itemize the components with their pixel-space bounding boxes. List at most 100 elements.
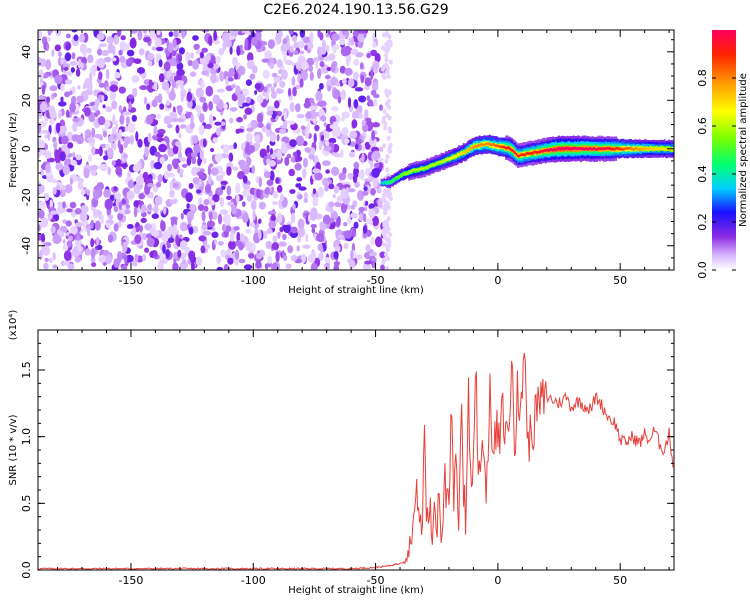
- spectrogram-noise-cell: [98, 254, 107, 263]
- spectrogram-ridge-cell: [380, 181, 383, 184]
- spectrogram-noise-cell: [176, 69, 185, 76]
- spectrogram-noise-cell: [76, 95, 84, 104]
- spectrogram-noise-cell: [310, 262, 318, 270]
- spectrogram-ridge-cell: [603, 147, 606, 151]
- spectrogram-noise-cell: [352, 174, 358, 184]
- spectrogram-noise-cell: [259, 148, 267, 159]
- spectrogram-noise-cell: [279, 193, 284, 202]
- spectrogram-noise-cell: [119, 41, 127, 52]
- colorbar-ticks: 0.0 0.2 0.4 0.6 0.8: [696, 69, 736, 279]
- spectrogram-noise-cell: [298, 227, 306, 238]
- spectrogram-ridge-cell: [660, 147, 663, 150]
- spectrogram-noise-cell: [353, 59, 360, 66]
- spectrogram-noise-cell: [236, 231, 241, 242]
- spectrogram-noise-cell: [269, 170, 275, 182]
- spectrogram-ridge-cell: [539, 150, 541, 154]
- spectrogram-noise-cell: [289, 102, 295, 113]
- spectrogram-noise-cell: [262, 69, 270, 79]
- spectrogram-noise-cell: [347, 188, 356, 193]
- spectrogram-noise-cell: [175, 141, 182, 147]
- spectrogram-noise-cell: [98, 71, 103, 81]
- spectrogram-noise-cell: [272, 235, 278, 242]
- spectrogram-ridge-cell: [417, 168, 419, 172]
- spectrogram-ridge-cell: [584, 147, 587, 151]
- spectrogram-ridge-cell: [641, 148, 644, 151]
- spectrogram-noise-cell: [276, 184, 283, 193]
- spectrogram-noise-cell: [235, 182, 241, 194]
- spectrogram-noise-cell: [258, 218, 262, 224]
- spectrogram-x-ticks: -150 -100 -50 0 50: [57, 30, 670, 287]
- spectrogram-noise-cell: [340, 89, 346, 101]
- spectrogram-noise-cell: [295, 60, 302, 70]
- spectrogram-noise-cell: [251, 165, 256, 174]
- spectrogram-noise-cell: [122, 111, 131, 116]
- spectrogram-noise-cell: [69, 90, 73, 95]
- spectrogram-noise-cell: [239, 234, 245, 242]
- spectrogram-noise-cell: [167, 163, 172, 172]
- spectrogram-ridge-cell: [468, 148, 471, 151]
- spectrogram-noise-cell: [263, 86, 268, 93]
- spectrogram-noise-cell: [284, 156, 290, 166]
- spectrogram-noise-cell: [269, 148, 274, 155]
- spectrogram-noise-cell: [159, 156, 165, 165]
- spectrogram-noise-cell: [269, 131, 276, 143]
- spectrogram-noise-cell: [94, 220, 101, 231]
- spectrogram-noise-cell: [290, 212, 296, 223]
- spectrogram-noise-cell: [120, 35, 126, 41]
- spectrogram-noise-cell: [192, 59, 200, 70]
- y-tick-label: 1.0: [20, 428, 33, 446]
- spectrogram-noise-cell: [297, 235, 301, 243]
- spectrogram-noise-cell: [91, 127, 96, 138]
- spectrogram-ridge-cell: [556, 147, 559, 151]
- spectrogram-noise-cell: [195, 256, 203, 266]
- spectrogram-noise-cell: [384, 53, 389, 58]
- spectrogram-ridge-cell: [519, 153, 522, 157]
- spectrogram-noise-cell: [319, 82, 324, 90]
- spectrogram-noise-cell: [216, 255, 222, 264]
- spectrogram-noise-cell: [359, 62, 364, 70]
- spectrogram-noise-cell: [276, 134, 280, 142]
- spectrogram-noise-cell: [388, 196, 393, 202]
- spectrogram-noise-cell: [96, 33, 105, 41]
- spectrogram-noise-cell: [208, 101, 214, 111]
- spectrogram-noise-cell: [103, 56, 112, 63]
- spectrogram-noise-cell: [57, 51, 62, 58]
- spectrogram-noise-cell: [138, 48, 145, 56]
- spectrogram-ridge-cell: [401, 173, 403, 176]
- spectrogram-noise-cell: [157, 260, 164, 270]
- spectrogram-noise-cell: [256, 141, 261, 150]
- spectrogram-ridge-cell: [583, 147, 585, 151]
- spectrogram-noise-cell: [258, 177, 262, 188]
- spectrogram-noise-cell: [383, 125, 388, 131]
- spectrogram-noise-cell: [350, 212, 358, 219]
- spectrogram-noise-cell: [80, 205, 89, 214]
- spectrogram-noise-cell: [385, 92, 390, 98]
- spectrogram-noise-cell: [107, 234, 114, 243]
- spectrogram-noise-cell: [268, 220, 277, 229]
- spectrogram-ridge-cell: [585, 147, 588, 150]
- spectrogram-ridge-cell: [566, 146, 569, 150]
- spectrogram-noise-cell: [334, 245, 341, 253]
- spectrogram-ridge-cell: [647, 147, 650, 151]
- spectrogram-noise-cell: [221, 171, 225, 177]
- spectrogram-noise-cell: [246, 59, 255, 70]
- spectrogram-noise-cell: [277, 231, 281, 239]
- spectrogram-noise-cell: [371, 122, 380, 128]
- spectrogram-noise-cell: [125, 254, 134, 263]
- spectrogram-noise-cell: [246, 52, 254, 63]
- spectrogram-ridge-cell: [474, 144, 477, 148]
- spectrogram-noise-cell: [383, 47, 387, 52]
- spectrogram-noise-cell: [134, 253, 139, 262]
- spectrogram-noise-cell: [276, 59, 283, 68]
- spectrogram-noise-cell: [41, 84, 46, 95]
- spectrogram-ridge-cell: [518, 154, 521, 158]
- spectrogram-noise-cell: [121, 264, 128, 270]
- spectrogram-noise-cell: [62, 239, 66, 244]
- spectrogram-ridge-cell: [500, 145, 503, 149]
- spectrogram-noise-cell: [361, 142, 366, 152]
- spectrogram-ridge-cell: [531, 152, 534, 155]
- spectrogram-noise-cell: [154, 195, 163, 206]
- spectrogram-noise-cell: [38, 224, 41, 232]
- spectrogram-noise-cell: [290, 255, 298, 261]
- spectrogram-ridge-cell: [640, 147, 642, 150]
